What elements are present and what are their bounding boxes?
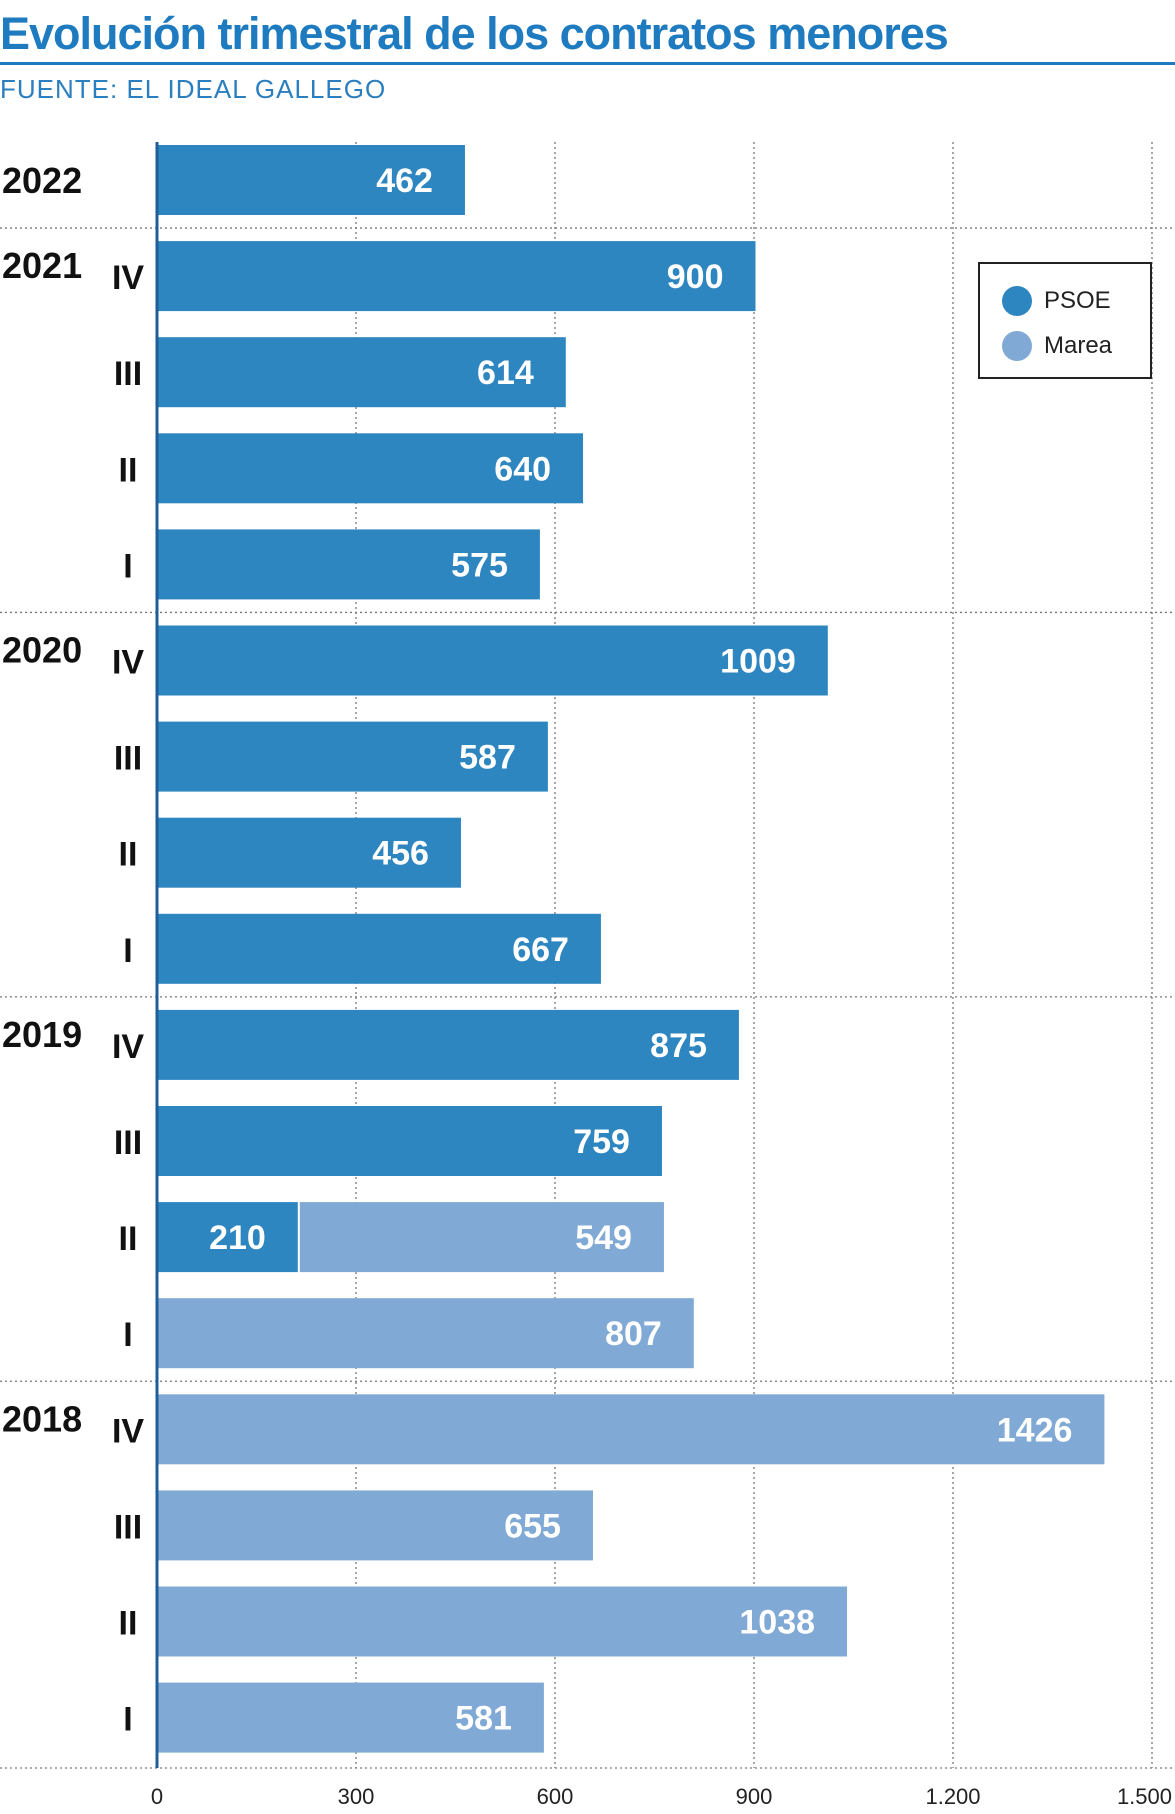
bar-marea-11: [299, 1202, 664, 1273]
quarter-label-14: III: [114, 1508, 142, 1546]
quarter-label-1: IV: [112, 259, 144, 297]
quarter-label-4: I: [123, 547, 132, 585]
chart-title: Evolución trimestral de los contratos me…: [0, 8, 949, 59]
legend-swatch-marea: [1002, 331, 1032, 361]
x-tick-label-1: 300: [338, 1784, 375, 1809]
bar-psoe-3: [158, 433, 584, 504]
bar-label-marea-13: 1426: [997, 1411, 1073, 1449]
x-tick-label-0: 0: [151, 1784, 163, 1809]
bar-psoe-5: [158, 625, 828, 696]
year-label-2021: 2021: [2, 245, 82, 286]
bar-label-psoe-5: 1009: [720, 643, 796, 681]
x-tick-label-4: 1.200: [925, 1784, 980, 1809]
bar-psoe-0: [158, 145, 465, 215]
legend-item-psoe: PSOE: [1002, 286, 1111, 316]
bar-label-psoe-7: 456: [372, 835, 429, 873]
year-label-2022: 2022: [2, 160, 82, 201]
quarter-label-8: I: [123, 932, 132, 970]
bar-label-psoe-6: 587: [459, 739, 516, 777]
bar-psoe-11: [158, 1202, 298, 1273]
bar-label-psoe-9: 875: [650, 1027, 707, 1065]
quarter-label-12: I: [123, 1316, 132, 1354]
quarter-label-9: IV: [112, 1028, 144, 1066]
bar-psoe-7: [158, 817, 461, 888]
bar-marea-15: [158, 1586, 848, 1657]
title-underline: [0, 62, 1175, 65]
quarter-label-13: IV: [112, 1412, 144, 1450]
quarter-label-16: I: [123, 1701, 132, 1739]
year-label-2020: 2020: [2, 630, 82, 671]
year-label-2018: 2018: [2, 1398, 82, 1439]
bar-label-marea-11: 549: [575, 1219, 632, 1257]
bar-label-psoe-4: 575: [451, 546, 508, 584]
chart-legend: PSOE Marea: [978, 262, 1152, 379]
x-tick-label-3: 900: [736, 1784, 773, 1809]
bar-psoe-6: [158, 721, 548, 792]
quarter-label-3: II: [119, 451, 138, 489]
bar-psoe-8: [158, 913, 601, 984]
x-tick-label-2: 600: [537, 1784, 574, 1809]
bar-label-psoe-11: 210: [209, 1219, 266, 1257]
bar-marea-12: [158, 1298, 694, 1369]
bar-label-marea-12: 807: [605, 1315, 662, 1353]
quarter-label-10: III: [114, 1124, 142, 1162]
bar-marea-13: [158, 1394, 1105, 1465]
bar-label-psoe-0: 462: [376, 162, 433, 200]
bar-label-psoe-3: 640: [494, 450, 551, 488]
bar-marea-16: [158, 1682, 544, 1753]
quarter-label-2: III: [114, 355, 142, 393]
bar-label-marea-15: 1038: [739, 1604, 815, 1642]
chart-source: FUENTE: EL IDEAL GALLEGO: [0, 74, 387, 104]
bar-psoe-9: [158, 1009, 739, 1080]
bar-psoe-2: [158, 337, 566, 408]
bar-label-psoe-1: 900: [667, 258, 724, 296]
quarter-label-15: II: [119, 1605, 138, 1643]
legend-item-marea: Marea: [1002, 331, 1112, 361]
quarter-label-11: II: [119, 1220, 138, 1258]
bar-marea-14: [158, 1490, 593, 1561]
x-tick-label-5: 1.500: [1117, 1784, 1172, 1809]
bar-label-marea-16: 581: [455, 1700, 512, 1738]
bar-label-psoe-8: 667: [512, 931, 569, 969]
bar-label-psoe-2: 614: [477, 354, 534, 392]
legend-label-psoe: PSOE: [1044, 287, 1111, 314]
legend-swatch-psoe: [1002, 286, 1032, 316]
quarter-label-6: III: [114, 740, 142, 778]
bar-psoe-10: [158, 1106, 662, 1176]
year-label-2019: 2019: [2, 1014, 82, 1055]
quarter-label-7: II: [119, 836, 138, 874]
quarter-label-5: IV: [112, 644, 144, 682]
bar-label-marea-14: 655: [504, 1507, 561, 1545]
bar-label-psoe-10: 759: [573, 1123, 630, 1161]
bar-psoe-1: [158, 241, 756, 312]
legend-label-marea: Marea: [1044, 332, 1113, 359]
bar-psoe-4: [158, 529, 540, 600]
